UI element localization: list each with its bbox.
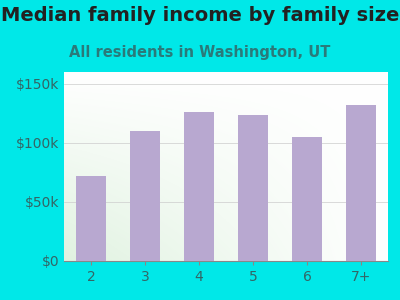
Text: All residents in Washington, UT: All residents in Washington, UT [69, 45, 331, 60]
Bar [238, 115, 268, 261]
Bar [76, 176, 106, 261]
Bar [130, 131, 160, 261]
Bar [76, 176, 106, 261]
Bar [292, 137, 322, 261]
Bar [238, 115, 268, 261]
Bar [184, 112, 214, 261]
Bar [346, 105, 376, 261]
Bar [346, 105, 376, 261]
Bar [292, 137, 322, 261]
Bar [184, 112, 214, 261]
Bar [130, 131, 160, 261]
Text: Median family income by family size: Median family income by family size [1, 6, 399, 25]
